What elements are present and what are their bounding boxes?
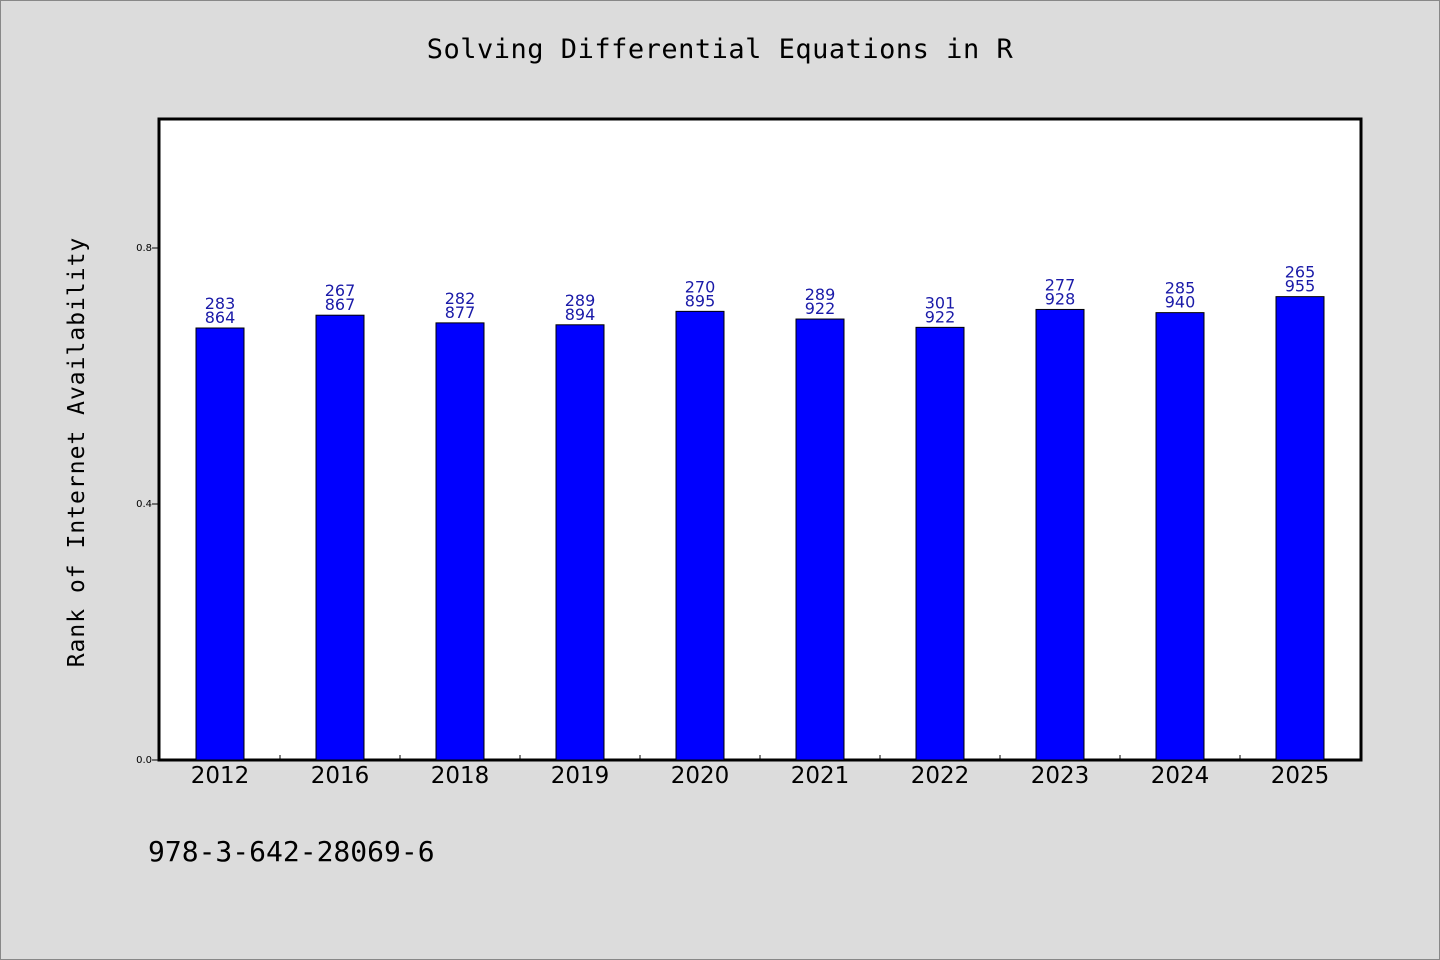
x-tick-label: 2024 — [1151, 763, 1210, 789]
data-label-bottom: 922 — [925, 307, 956, 326]
x-tick-label: 2022 — [911, 763, 970, 789]
x-tick-label: 2012 — [191, 763, 250, 789]
data-label-top: 289 — [565, 291, 596, 310]
bar-2025 — [1275, 296, 1325, 761]
data-label-bottom: 928 — [1045, 289, 1076, 308]
y-tick-label: 0.4 — [136, 499, 152, 510]
x-axis: 2012 2016 2018 2019 2020 2021 2022 2023 2024 2025 — [191, 755, 1330, 789]
bar-2023 — [1035, 308, 1085, 761]
x-tick-label: 2023 — [1031, 763, 1090, 789]
data-label-top: 277 — [1045, 275, 1076, 294]
x-tick-label: 2019 — [551, 763, 610, 789]
bar-2024 — [1155, 312, 1205, 761]
y-axis: 0.0 0.4 0.8 — [136, 243, 160, 766]
bar-2012 — [195, 327, 245, 761]
bars — [195, 296, 1325, 761]
footer-code: 978-3-642-28069-6 — [148, 835, 435, 868]
x-tick-label: 2016 — [311, 763, 370, 789]
data-label-top: 283 — [205, 294, 236, 313]
data-label-top: 301 — [925, 293, 956, 312]
x-tick-label: 2025 — [1271, 763, 1330, 789]
y-tick-label: 0.0 — [136, 755, 152, 766]
x-tick-label: 2020 — [671, 763, 730, 789]
data-label-top: 267 — [325, 281, 356, 300]
data-label-bottom: 895 — [685, 291, 716, 310]
data-label-bottom: 867 — [325, 295, 356, 314]
bar-2021 — [795, 318, 845, 761]
data-label-top: 289 — [805, 285, 836, 304]
bar-2022 — [915, 326, 965, 761]
bar-2016 — [315, 314, 365, 761]
chart-title: Solving Differential Equations in R — [426, 34, 1014, 65]
data-label-top: 285 — [1165, 279, 1196, 298]
data-label-bottom: 922 — [805, 299, 836, 318]
bar-2020 — [675, 310, 725, 761]
data-label-top: 282 — [445, 289, 476, 308]
x-tick-label: 2021 — [791, 763, 850, 789]
bar-2019 — [555, 324, 605, 761]
data-label-top: 265 — [1285, 263, 1316, 282]
data-label-top: 270 — [685, 277, 716, 296]
data-label-bottom: 864 — [205, 308, 236, 327]
y-tick-label: 0.8 — [136, 243, 152, 254]
bar-2018 — [435, 322, 485, 761]
data-label-bottom: 955 — [1285, 277, 1316, 296]
data-label-bottom: 940 — [1165, 293, 1196, 312]
data-label-bottom: 894 — [565, 305, 596, 324]
x-tick-label: 2018 — [431, 763, 490, 789]
data-label-bottom: 877 — [445, 303, 476, 322]
